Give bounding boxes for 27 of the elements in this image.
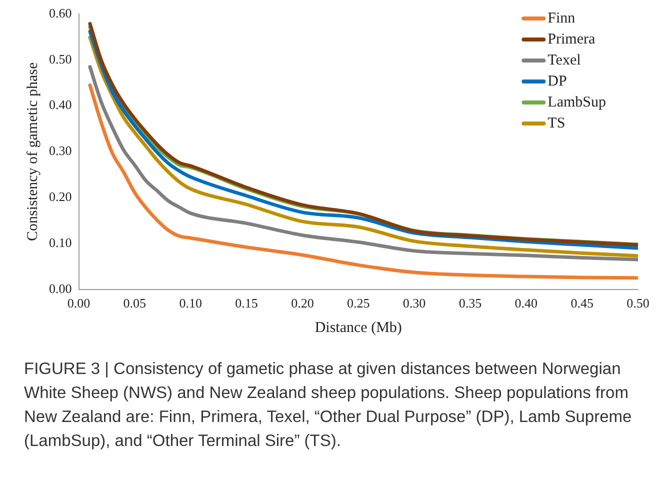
x-tick-label: 0.35	[458, 296, 482, 311]
x-tick-label: 0.25	[347, 296, 370, 311]
legend-label: Texel	[548, 52, 581, 68]
x-tick-label: 0.45	[570, 296, 594, 311]
y-axis-title: Consistency of gametic phase	[24, 62, 41, 242]
legend-label: Primera	[548, 31, 596, 48]
legend-label: LambSup	[548, 94, 606, 110]
y-tick-label: 0.60	[49, 5, 72, 20]
legend-label: TS	[548, 115, 566, 132]
caption: FIGURE 3 | Consistency of gametic phase at given distances between Norwegian White Sheep (NWS) and New Zealand sheep populations. Sheep populations from New Zealand are: Finn, Primera, Texel, “Other Dual Purpose” (DP), Lamb Supreme (LambSup), and “Other Terminal Sire” (TS).	[24, 359, 633, 452]
y-tick-label: 0.10	[49, 234, 72, 250]
y-tick-label: 0.20	[49, 189, 72, 204]
legend-label: Finn	[548, 10, 576, 26]
y-tick-label: 0.00	[49, 280, 72, 296]
legend-label: DP	[548, 73, 567, 90]
x-tick-label: 0.30	[402, 296, 426, 311]
x-axis-title: Distance (Mb)	[314, 320, 402, 336]
x-tick-label: 0.10	[179, 296, 202, 311]
x-tick-label: 0.00	[67, 296, 90, 311]
x-tick-label: 0.15	[235, 296, 258, 311]
x-tick-label: 0.40	[514, 296, 538, 311]
y-tick-label: 0.50	[49, 51, 72, 66]
x-tick-label: 0.20	[291, 296, 314, 311]
y-tick-label: 0.40	[49, 97, 72, 112]
y-tick-label: 0.30	[49, 143, 72, 158]
x-tick-label: 0.05	[123, 296, 146, 311]
x-tick-label: 0.50	[626, 296, 650, 311]
